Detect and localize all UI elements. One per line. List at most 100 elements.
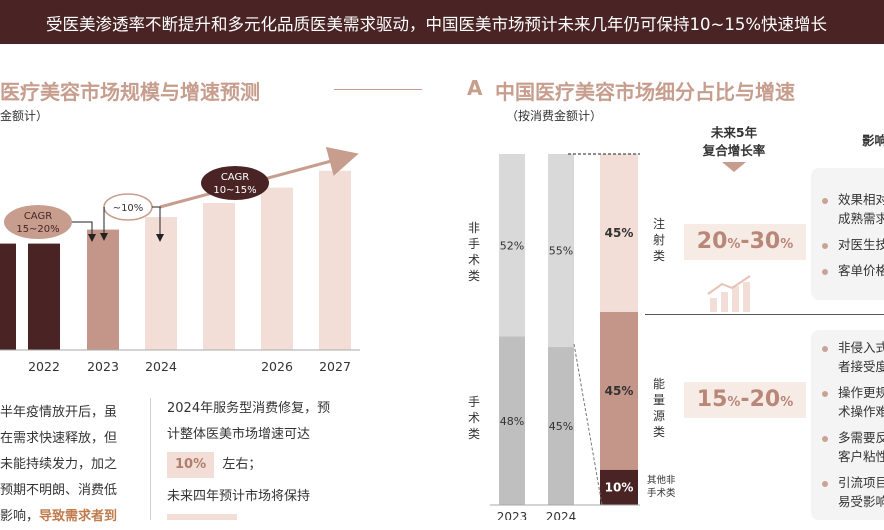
left-para-line-2: 在需求快速释放，但 (0, 431, 118, 446)
mid-para-highlight: 10% (167, 452, 215, 478)
energy-rate-low-pct: % (727, 395, 741, 410)
energy-impact-panel (811, 330, 884, 520)
panel2-bullet-2: 操作更规 (822, 383, 884, 402)
segment-bottom-dashed (573, 343, 603, 506)
tick-2023: 2023 (87, 359, 119, 374)
tick-2022: 2022 (28, 359, 60, 374)
cagr-bubble-2-line2: 10~15% (213, 185, 256, 196)
bar-2022 (28, 243, 60, 350)
injection-rate-high: 30 (749, 229, 781, 254)
growth-column-header: 未来5年 复合增长率 (690, 124, 778, 160)
panel1-bullet-2: 对医生技 (822, 235, 884, 254)
mid-para-line-2: 计整体医美市场增速可达 (167, 427, 311, 442)
impact-column-header: 影响 (862, 133, 884, 148)
panel1-bullet-1-text: 效果相对 (838, 192, 884, 207)
stack-2023-1 (499, 336, 525, 505)
energy-rate-dash: - (740, 387, 750, 412)
mid-para-highlight-partial (167, 514, 237, 520)
segment-label-1: 45% (605, 384, 634, 398)
injection-rate-low-pct: % (727, 237, 741, 252)
panel2-bullet-4-text: 引流项目 (838, 475, 884, 490)
label-other: 其他非 手术类 (647, 474, 676, 500)
label-surgical: 手术类 (467, 395, 480, 441)
left-paragraph: 半年疫情放开后，虽 在需求快速释放，但 未能持续发力，加之 预期不明朗、消费低 … (0, 400, 117, 530)
panel2-bullet-3-text: 多需要反 (838, 430, 884, 445)
bullet-dot (822, 390, 828, 397)
market-size-chart: 2022 2023 2024 2026 2027 CAGR 15~20% ~10% CA… (0, 146, 360, 374)
right-tick-2023: 2023 (497, 510, 528, 520)
mid-para-line-3: 左右； (222, 457, 262, 472)
stack-label-2023-1: 48% (500, 415, 524, 428)
panel1-bullet-1: 效果相对 (822, 190, 884, 209)
panel2-bullet-2b: 术操作难 (838, 404, 884, 419)
left-para-line-5: 影响， (0, 509, 40, 524)
cagr-bubble-1-line2: 15~20% (16, 224, 59, 235)
bullet-dot (822, 345, 828, 352)
injection-rate-low: 20 (696, 229, 728, 254)
label-energy: 能量源类 (652, 377, 665, 439)
tick-2026: 2026 (261, 359, 293, 374)
tick-2024: 2024 (145, 359, 177, 374)
cagr-bubble-2: CAGR 10~15% (201, 166, 269, 200)
bar-2024 (145, 217, 177, 350)
bullet-dot (822, 242, 828, 249)
right-chart-title: 中国医疗美容市场细分占比与增速 (495, 80, 795, 104)
left-para-highlight: 导致需求者到 (39, 509, 118, 524)
panel1-bullet-1b: 成熟需求 (838, 211, 884, 226)
panel2-bullet-3b: 客户粘性 (838, 449, 884, 464)
segment-0 (600, 154, 638, 312)
left-para-line-3: 未能持续发力，加之 (0, 457, 118, 472)
energy-rate-high-pct: % (780, 395, 794, 410)
panel2-bullet-1: 非侵入式 (822, 338, 884, 357)
label-injection: 注射类 (652, 217, 665, 263)
energy-rate-low: 15 (696, 387, 728, 412)
growth-connector-right (152, 206, 164, 242)
mid-para-line-4: 未来四年预计市场将保持 (167, 489, 311, 504)
tick-2027: 2027 (319, 359, 351, 374)
panel1-bullet-2-text: 对医生技 (838, 237, 884, 252)
panel2-bullet-1-text: 非侵入式 (838, 340, 884, 355)
cagr-bubble-1: CAGR 15~20% (4, 205, 72, 239)
energy-rate-high: 20 (749, 387, 781, 412)
right-tick-2024: 2024 (546, 510, 577, 520)
panel1-bullet-3-text: 客单价格 (838, 263, 884, 278)
banner: 受医美渗透率不断提升和多元化品质医美需求驱动，中国医美市场预计未来几年仍可保持1… (0, 0, 884, 44)
growth-bubble-text: ~10% (113, 203, 144, 214)
panel2-bullet-4b: 易受影响 (838, 494, 884, 509)
panel2-bullet-1b: 者接受度 (838, 359, 884, 374)
segment-label-0: 45% (605, 226, 634, 240)
segment-share-chart: 52% 48% 55% 45% 45% 45% 10% 2023 2024 (490, 153, 640, 520)
a-logo-icon: A (467, 76, 483, 100)
segment-2 (600, 469, 638, 505)
panel2-bullet-2-text: 操作更规 (838, 385, 884, 400)
panel2-bullet-4: 引流项目 (822, 473, 884, 492)
para-divider (150, 398, 151, 520)
growth-header-line1: 未来5年 (710, 125, 758, 140)
bar-2021 (0, 243, 16, 350)
left-para-line-1: 半年疫情放开后，虽 (0, 405, 118, 420)
bar-2027 (319, 170, 351, 350)
growth-header-triangle (722, 162, 746, 172)
stack-label-2024-0: 55% (549, 245, 573, 258)
stack-2024-1 (548, 347, 574, 505)
bullet-dot (822, 480, 828, 487)
stack-2024-0 (548, 154, 574, 348)
title-rule (334, 89, 422, 90)
growth-bubble: ~10% (103, 193, 153, 221)
injection-rate-dash: - (740, 229, 750, 254)
bullet-dot (822, 435, 828, 442)
mid-paragraph: 2024年服务型消费修复，预 计整体医美市场增速可达 10% 左右； 未来四年预… (167, 396, 330, 510)
energy-growth-rate: 15%-20% (684, 382, 806, 418)
stack-label-2023-0: 52% (500, 239, 524, 252)
mid-para-line-1: 2024年服务型消费修复，预 (167, 401, 331, 416)
injection-impact-panel (811, 168, 884, 300)
label-other-line1: 其他非 (647, 475, 676, 486)
bar-2023 (87, 229, 119, 350)
stack-2023-0 (499, 154, 525, 337)
left-chart-title: 医疗美容市场规模与增速预测 (0, 80, 260, 104)
bullet-dot (822, 268, 828, 275)
injection-rate-high-pct: % (780, 237, 794, 252)
banner-text: 受医美渗透率不断提升和多元化品质医美需求驱动，中国医美市场预计未来几年仍可保持1… (46, 15, 827, 34)
panel1-bullet-3: 客单价格 (822, 261, 884, 280)
cagr-bubble-2-line1: CAGR (221, 172, 249, 183)
